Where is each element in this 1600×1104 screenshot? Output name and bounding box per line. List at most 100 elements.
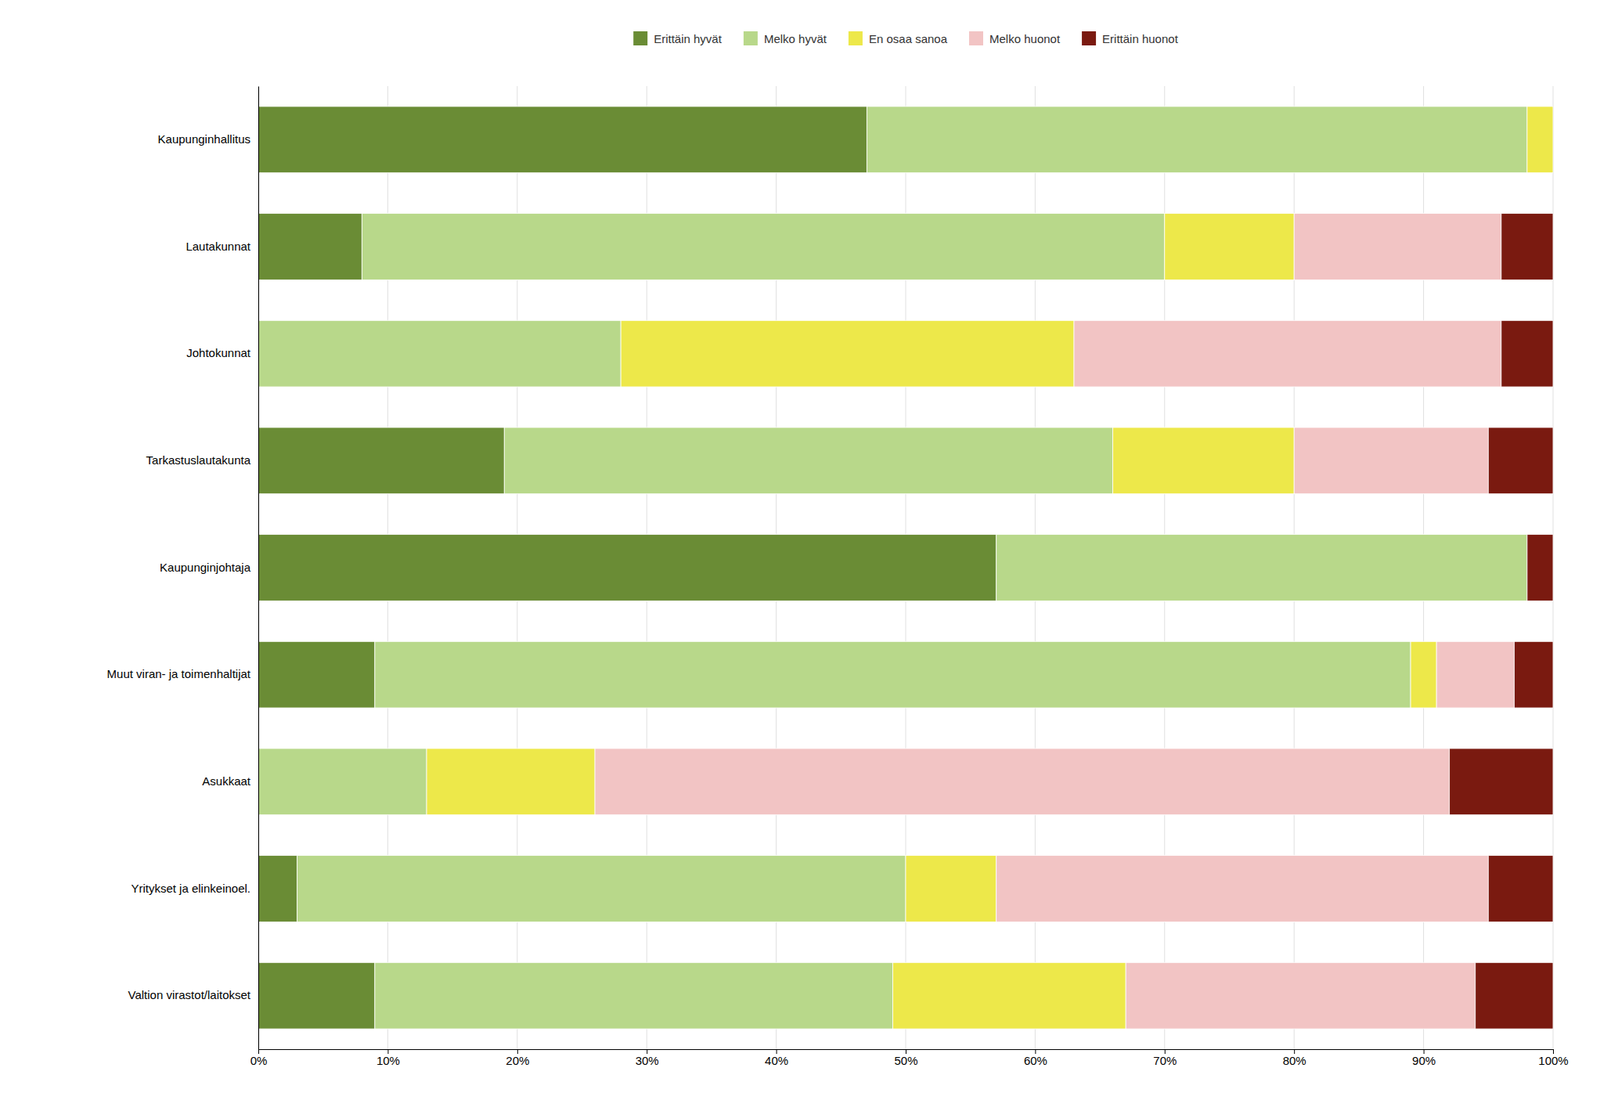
tick: 80% (1282, 1048, 1307, 1067)
series-group (426, 106, 1554, 1029)
legend-label: Melko huonot (989, 32, 1061, 46)
tick: 100% (1538, 1048, 1568, 1067)
tick-label: Lautakunnat (185, 239, 251, 253)
legend-label: Erittäin hyvät (653, 32, 723, 46)
bar (504, 427, 1113, 494)
bar (258, 855, 298, 923)
legend-label: Melko hyvät (763, 32, 828, 46)
legend-swatch (969, 31, 984, 46)
bar (374, 962, 894, 1029)
bar (866, 106, 1528, 173)
tick-label: 30% (635, 1053, 660, 1067)
axis-line (258, 86, 260, 1050)
bar (1513, 641, 1554, 708)
tick: 0% (250, 1048, 268, 1067)
bar (258, 106, 867, 173)
bar (258, 748, 427, 815)
tick: Tarkastuslautakunta (146, 453, 252, 467)
bar (1501, 320, 1554, 387)
bar (1113, 427, 1295, 494)
tick-label: 10% (376, 1053, 400, 1067)
tick-label: 80% (1282, 1053, 1307, 1067)
tick: 20% (505, 1048, 530, 1067)
legend-item: Erittäin hyvät (633, 31, 723, 46)
legend-swatch (848, 31, 863, 46)
bar (258, 534, 997, 602)
tick: 10% (376, 1048, 400, 1067)
bar (361, 213, 1164, 281)
tick: Johtokunnat (186, 345, 252, 360)
tick-label: Kaupunginjohtaja (159, 560, 252, 574)
bar (258, 320, 621, 387)
tick-label: 100% (1538, 1053, 1568, 1067)
bar (1488, 855, 1554, 923)
tick: 90% (1412, 1048, 1436, 1067)
tick: 60% (1023, 1048, 1048, 1067)
bar (1293, 427, 1489, 494)
tick: Muut viran- ja toimenhaltijat (107, 666, 252, 681)
legend: Erittäin hyvät Melko hyvät En osaa sanoa Me… (633, 31, 1179, 46)
bar (297, 855, 906, 923)
y-axis: Kaupunginhallitus Lautakunnat Johtokunnat T… (107, 86, 260, 1050)
legend-swatch (743, 31, 758, 46)
bar (374, 641, 1411, 708)
tick-label: Asukkaat (201, 774, 252, 788)
grid-line (258, 86, 260, 1049)
x-axis: 0% 10% 20% 30% 40% 50% 60% 70% 80% 90% 100% (250, 1048, 1569, 1067)
tick-label: Valtion virastot/laitokset (128, 987, 252, 1002)
bar (1475, 962, 1554, 1029)
bar (905, 855, 997, 923)
bar (1527, 534, 1554, 602)
bar (1436, 641, 1514, 708)
bar (1553, 106, 1554, 173)
bar (1073, 320, 1502, 387)
tick-label: Yritykset ja elinkeinoel. (130, 881, 251, 895)
tick: 50% (893, 1048, 918, 1067)
chart: 0% 10% 20% 30% 40% 50% 60% 70% 80% 90% 100% Kaupung… (0, 0, 1600, 1104)
bar (996, 534, 1528, 602)
bar (258, 641, 375, 708)
bar (1293, 213, 1502, 281)
tick-label: 50% (893, 1053, 918, 1067)
legend-item: Erittäin huonot (1081, 31, 1179, 46)
legend-label: Erittäin huonot (1102, 32, 1179, 46)
bar (258, 427, 505, 494)
tick: 40% (764, 1048, 789, 1067)
bar (1449, 748, 1554, 815)
bar (996, 855, 1489, 923)
tick: Lautakunnat (185, 239, 251, 253)
tick-label: 60% (1023, 1053, 1048, 1067)
tick: 30% (635, 1048, 660, 1067)
tick: 70% (1153, 1048, 1177, 1067)
bar (1164, 213, 1294, 281)
bar (892, 962, 1126, 1029)
legend-item: En osaa sanoa (848, 31, 948, 46)
tick-label: Kaupunginhallitus (158, 132, 251, 146)
tick: Kaupunginhallitus (158, 132, 251, 146)
bar (1410, 641, 1437, 708)
tick-label: Tarkastuslautakunta (146, 453, 252, 467)
grid (258, 86, 1554, 1049)
series-group (258, 106, 1528, 1029)
series-group (1449, 213, 1554, 1029)
series-group (594, 213, 1514, 1029)
bar (426, 748, 595, 815)
bar (1527, 106, 1554, 173)
bar (1125, 962, 1476, 1029)
tick-label: Johtokunnat (186, 345, 252, 360)
tick-label: 0% (250, 1053, 268, 1067)
legend-item: Melko huonot (969, 31, 1061, 46)
tick-label: 90% (1412, 1053, 1436, 1067)
tick-label: Muut viran- ja toimenhaltijat (107, 666, 252, 681)
legend-label: En osaa sanoa (868, 32, 948, 46)
tick: Asukkaat (201, 774, 252, 788)
tick: Kaupunginjohtaja (159, 560, 252, 574)
bar (258, 213, 362, 281)
tick: Valtion virastot/laitokset (128, 987, 252, 1002)
bar (594, 748, 1450, 815)
bar (1553, 106, 1554, 173)
tick-label: 70% (1153, 1053, 1177, 1067)
legend-item: Melko hyvät (743, 31, 828, 46)
bar (1501, 213, 1554, 281)
bar (258, 962, 375, 1029)
